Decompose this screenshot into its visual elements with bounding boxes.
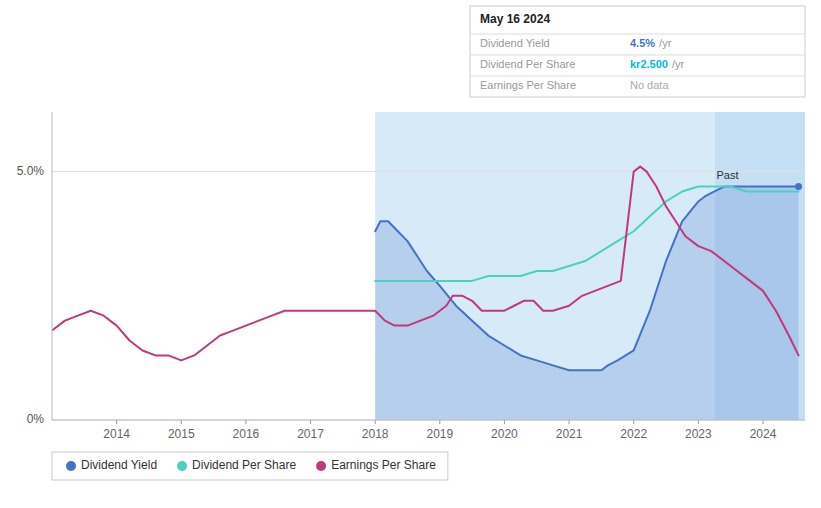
x-tick xyxy=(181,420,182,424)
legend-box xyxy=(52,452,448,480)
x-tick xyxy=(698,420,699,424)
grid-line xyxy=(52,420,805,421)
x-tick-label: 2019 xyxy=(426,427,453,441)
end-dot xyxy=(795,183,802,190)
grid-line xyxy=(52,171,805,172)
annotation: Past xyxy=(716,169,738,181)
chart: 0% 5.0% 2014 2015 2016 2017 2018 2019 2020 2021 20… xyxy=(0,0,821,508)
line xyxy=(375,187,798,371)
tooltip: May 16 2024 Dividend Yield 4.5% /yr Dividend… xyxy=(470,6,805,97)
line xyxy=(375,187,798,281)
x-tick-label: 2016 xyxy=(233,427,260,441)
tooltip-label: Earnings Per Share xyxy=(480,79,576,91)
grid xyxy=(52,172,805,420)
tooltip-value: 4.5% xyxy=(630,37,655,49)
line xyxy=(52,167,799,361)
x-tick-label: 2018 xyxy=(362,427,389,441)
tooltip-separator xyxy=(470,76,805,77)
tooltip-separator xyxy=(470,55,805,56)
x-tick xyxy=(116,420,117,424)
x-tick xyxy=(762,420,763,424)
y-tick-label: 5.0% xyxy=(17,164,45,178)
x-tick-label: 2023 xyxy=(685,427,712,441)
x-tick xyxy=(310,420,311,424)
tooltip-title: May 16 2024 xyxy=(480,12,550,26)
y-tick-label: 0% xyxy=(27,412,45,426)
tooltip-label: Dividend Per Share xyxy=(480,58,575,70)
x-tick-label: 2024 xyxy=(750,427,777,441)
x-tick xyxy=(375,420,376,424)
legend-label: Dividend Per Share xyxy=(192,458,296,472)
tooltip-label: Dividend Yield xyxy=(480,37,550,49)
x-tick-label: 2014 xyxy=(103,427,130,441)
regions xyxy=(375,112,805,420)
x-tick-label: 2017 xyxy=(297,427,324,441)
tooltip-suffix: /yr xyxy=(672,58,685,70)
x-tick-label: 2022 xyxy=(620,427,647,441)
x-tick-label: 2015 xyxy=(168,427,195,441)
legend-label: Dividend Yield xyxy=(81,458,157,472)
x-tick-label: 2020 xyxy=(491,427,518,441)
x-tick xyxy=(245,420,246,424)
legend: Dividend Yield Dividend Per Share Earnings… xyxy=(52,452,448,480)
tooltip-separator xyxy=(470,34,805,35)
tooltip-value: No data xyxy=(630,79,669,91)
x-tick xyxy=(439,420,440,424)
x-tick-label: 2021 xyxy=(556,427,583,441)
tooltip-box xyxy=(470,6,805,97)
tooltip-suffix: /yr xyxy=(659,37,672,49)
x-tick xyxy=(504,420,505,424)
series xyxy=(52,167,802,420)
area xyxy=(375,187,798,420)
legend-swatch xyxy=(316,461,326,471)
legend-label: Earnings Per Share xyxy=(331,458,436,472)
x-axis-line xyxy=(52,420,805,421)
tooltip-value: kr2.500 xyxy=(630,58,668,70)
y-axis-line xyxy=(52,112,53,420)
x-tick xyxy=(633,420,634,424)
x-tick xyxy=(569,420,570,424)
legend-swatch xyxy=(177,461,187,471)
legend-swatch xyxy=(66,461,76,471)
